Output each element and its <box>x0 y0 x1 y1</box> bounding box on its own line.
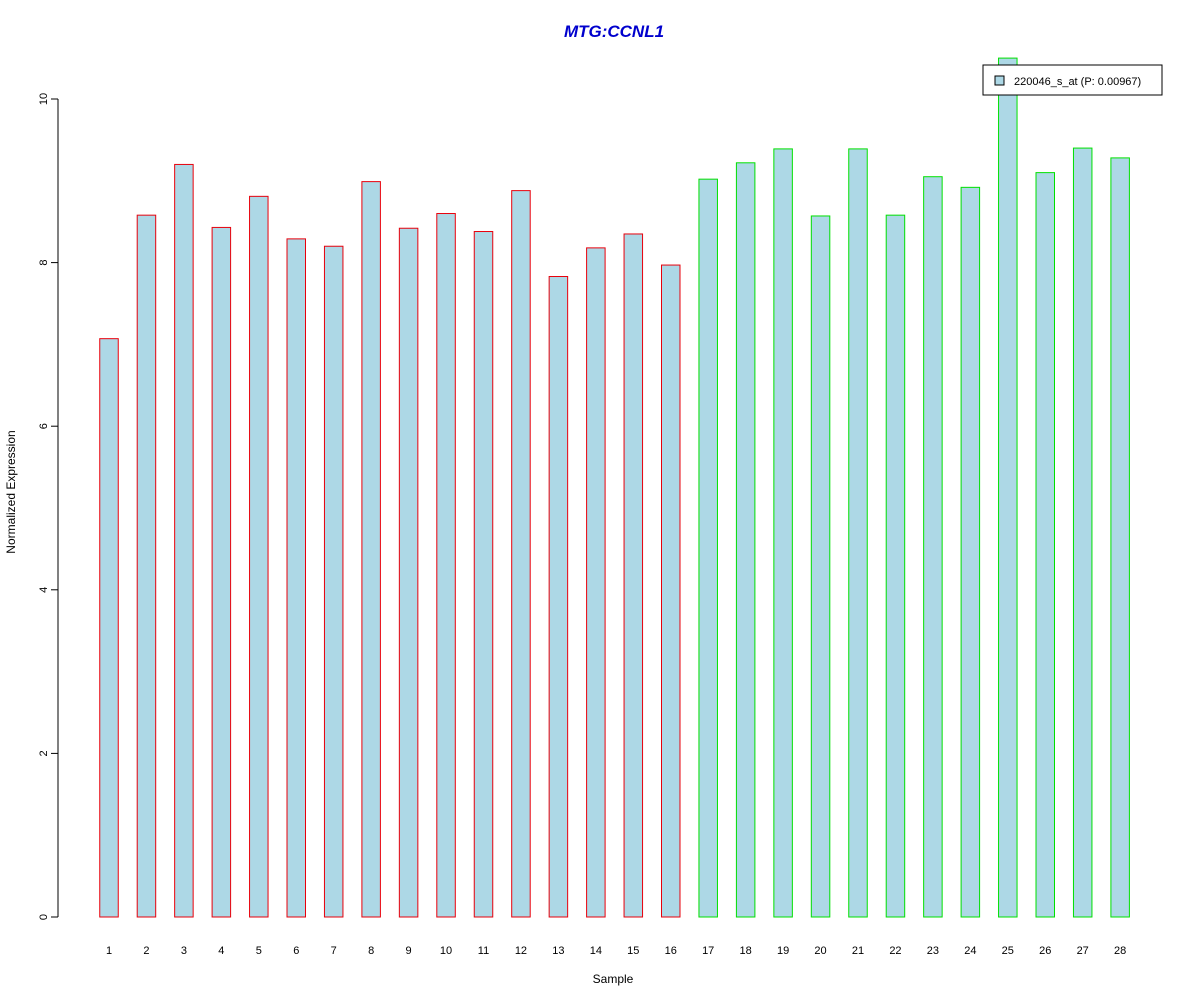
y-tick-label: 2 <box>38 750 50 756</box>
x-tick-label: 3 <box>181 945 187 957</box>
x-tick-label: 9 <box>406 945 412 957</box>
x-tick-label: 13 <box>552 945 564 957</box>
x-axis-label: Sample <box>593 972 634 986</box>
bar <box>848 148 868 918</box>
bar <box>548 276 569 918</box>
bar <box>511 190 531 918</box>
x-tick-label: 12 <box>515 945 527 957</box>
x-tick-label: 15 <box>627 945 639 957</box>
bar <box>286 238 306 918</box>
x-tick-label: 14 <box>590 945 602 957</box>
bar <box>398 227 419 918</box>
x-tick-label: 2 <box>143 945 149 957</box>
x-tick-label: 6 <box>293 945 299 957</box>
x-tick-label: 23 <box>927 945 939 957</box>
bars <box>99 57 1130 918</box>
bar <box>361 181 381 918</box>
x-tick-label: 21 <box>852 945 864 957</box>
bar <box>1035 172 1055 918</box>
x-tick-label: 16 <box>665 945 677 957</box>
y-axis: 0 2 4 6 8 10 <box>38 93 59 920</box>
bar <box>735 162 756 918</box>
x-tick-label: 22 <box>889 945 901 957</box>
bar <box>136 214 157 918</box>
x-tick-label: 1 <box>106 945 112 957</box>
bar <box>998 57 1018 918</box>
x-tick-label: 4 <box>218 945 224 957</box>
bar <box>960 186 981 918</box>
bar <box>623 233 644 918</box>
x-tick-label: 18 <box>740 945 752 957</box>
bar <box>249 195 269 918</box>
x-tick-label: 24 <box>964 945 976 957</box>
y-tick-label: 0 <box>38 914 50 920</box>
y-axis-label: Normalized Expression <box>4 430 18 553</box>
x-tick-label: 8 <box>368 945 374 957</box>
x-tick-label: 17 <box>702 945 714 957</box>
x-tick-label: 28 <box>1114 945 1126 957</box>
legend-label: 220046_s_at (P: 0.00967) <box>1014 76 1141 88</box>
x-tick-label: 19 <box>777 945 789 957</box>
bar <box>436 213 456 918</box>
bar <box>1110 157 1130 918</box>
y-tick-label: 10 <box>38 93 50 105</box>
x-tick-label: 20 <box>814 945 826 957</box>
x-tick-label: 5 <box>256 945 262 957</box>
x-tick-labels: 1 2 3 4 5 6 7 8 9 10 11 12 13 14 15 16 17 18 19 20 21 22 23 24 2… <box>106 945 1126 957</box>
bar <box>211 226 232 918</box>
legend: 220046_s_at (P: 0.00967) <box>982 64 1163 96</box>
x-tick-label: 25 <box>1002 945 1014 957</box>
bar <box>810 215 831 918</box>
x-tick-label: 26 <box>1039 945 1051 957</box>
y-tick-label: 4 <box>38 587 50 593</box>
legend-swatch <box>994 75 1005 86</box>
bar <box>99 338 119 918</box>
bar <box>698 178 718 918</box>
x-tick-label: 11 <box>478 945 489 957</box>
bar <box>773 148 793 918</box>
bar <box>885 214 906 918</box>
x-tick-label: 27 <box>1077 945 1089 957</box>
y-tick-label: 6 <box>38 423 50 429</box>
bar <box>174 163 194 918</box>
legend-box <box>982 64 1163 96</box>
bar <box>923 176 943 918</box>
bar <box>323 245 344 918</box>
x-tick-label: 7 <box>331 945 337 957</box>
bar <box>586 247 606 918</box>
y-tick-label: 8 <box>38 260 50 266</box>
x-tick-label: 10 <box>440 945 452 957</box>
bar <box>661 264 681 918</box>
bar <box>473 231 494 918</box>
bar <box>1072 147 1093 918</box>
chart-title: MTG:CCNL1 <box>564 22 664 41</box>
